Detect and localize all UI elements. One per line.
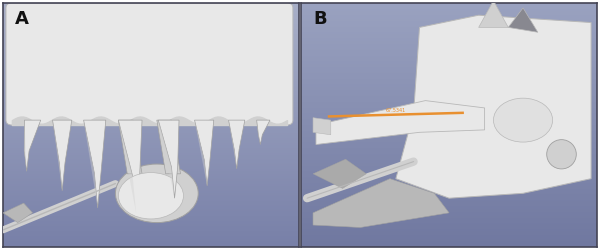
Polygon shape: [316, 100, 485, 144]
Polygon shape: [118, 120, 136, 213]
Polygon shape: [229, 120, 245, 169]
Polygon shape: [396, 15, 591, 198]
Text: B: B: [313, 10, 326, 28]
Polygon shape: [53, 120, 62, 191]
Polygon shape: [158, 120, 179, 198]
Ellipse shape: [115, 164, 198, 222]
Polygon shape: [194, 120, 214, 186]
Text: A: A: [15, 10, 29, 28]
Polygon shape: [229, 120, 236, 169]
Ellipse shape: [547, 140, 576, 169]
Ellipse shape: [493, 98, 553, 142]
Polygon shape: [53, 120, 72, 191]
Polygon shape: [313, 118, 331, 135]
Polygon shape: [508, 8, 538, 32]
Polygon shape: [257, 120, 270, 144]
Polygon shape: [157, 120, 181, 174]
Polygon shape: [83, 120, 98, 208]
Polygon shape: [479, 0, 508, 28]
Polygon shape: [158, 120, 175, 198]
Polygon shape: [3, 203, 32, 222]
Ellipse shape: [118, 172, 184, 219]
Polygon shape: [24, 120, 41, 171]
Polygon shape: [194, 120, 207, 186]
Polygon shape: [313, 159, 366, 188]
Polygon shape: [24, 120, 26, 171]
Polygon shape: [118, 120, 142, 174]
FancyBboxPatch shape: [6, 3, 293, 125]
Text: 67.5341: 67.5341: [386, 108, 406, 112]
Polygon shape: [118, 120, 142, 213]
Polygon shape: [257, 120, 260, 144]
Polygon shape: [83, 120, 106, 208]
Polygon shape: [313, 179, 449, 228]
